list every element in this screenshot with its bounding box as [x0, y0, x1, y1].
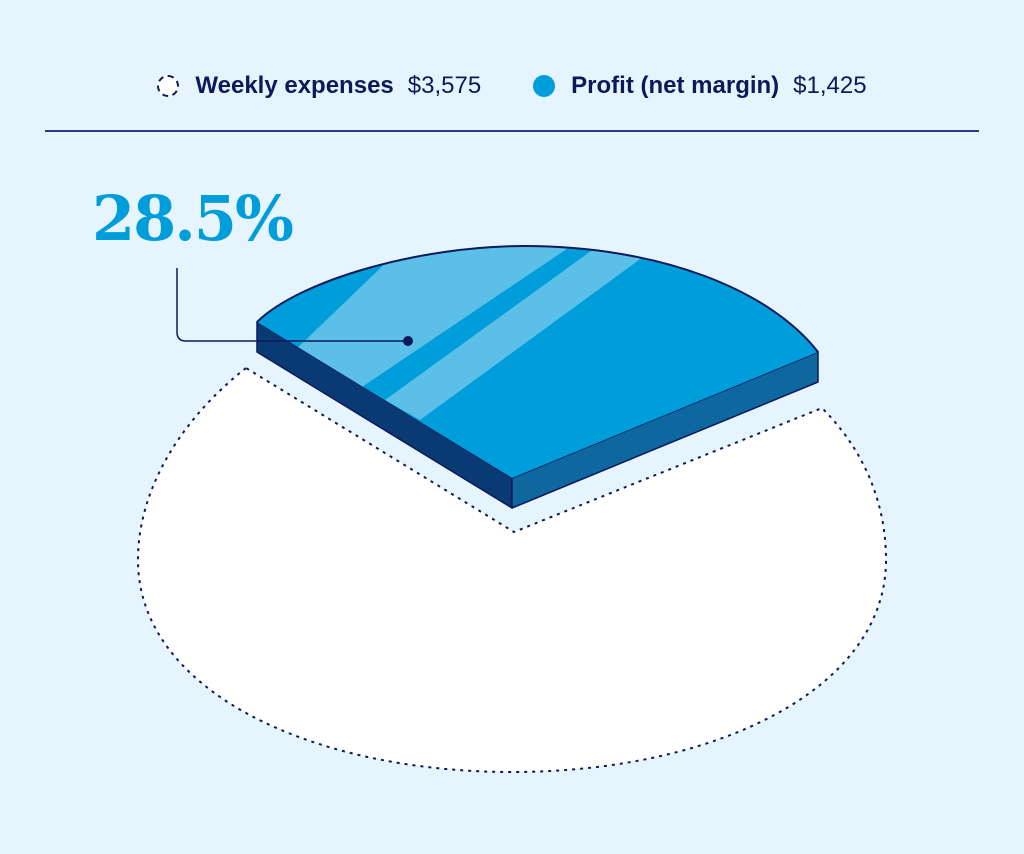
filled-circle-icon: [533, 75, 556, 97]
legend-label: Profit (net margin): [571, 72, 780, 99]
callout-dot: [403, 336, 413, 346]
legend-item-profit: Profit (net margin) $1,425: [533, 72, 867, 100]
divider: [45, 130, 979, 132]
chart-legend: Weekly expenses $3,575 Profit (net margi…: [0, 66, 1024, 106]
legend-value: $3,575: [407, 72, 482, 99]
percent-callout: 28.5%: [92, 182, 294, 255]
profit-highlight-stripes: [290, 246, 680, 420]
legend-label: Weekly expenses: [195, 72, 394, 99]
legend-value: $1,425: [793, 72, 867, 99]
expenses-slice: [137, 367, 887, 773]
dashed-circle-icon: [157, 75, 180, 97]
callout-leader-line: [176, 268, 408, 342]
legend-item-expenses: Weekly expenses $3,575: [157, 72, 481, 100]
